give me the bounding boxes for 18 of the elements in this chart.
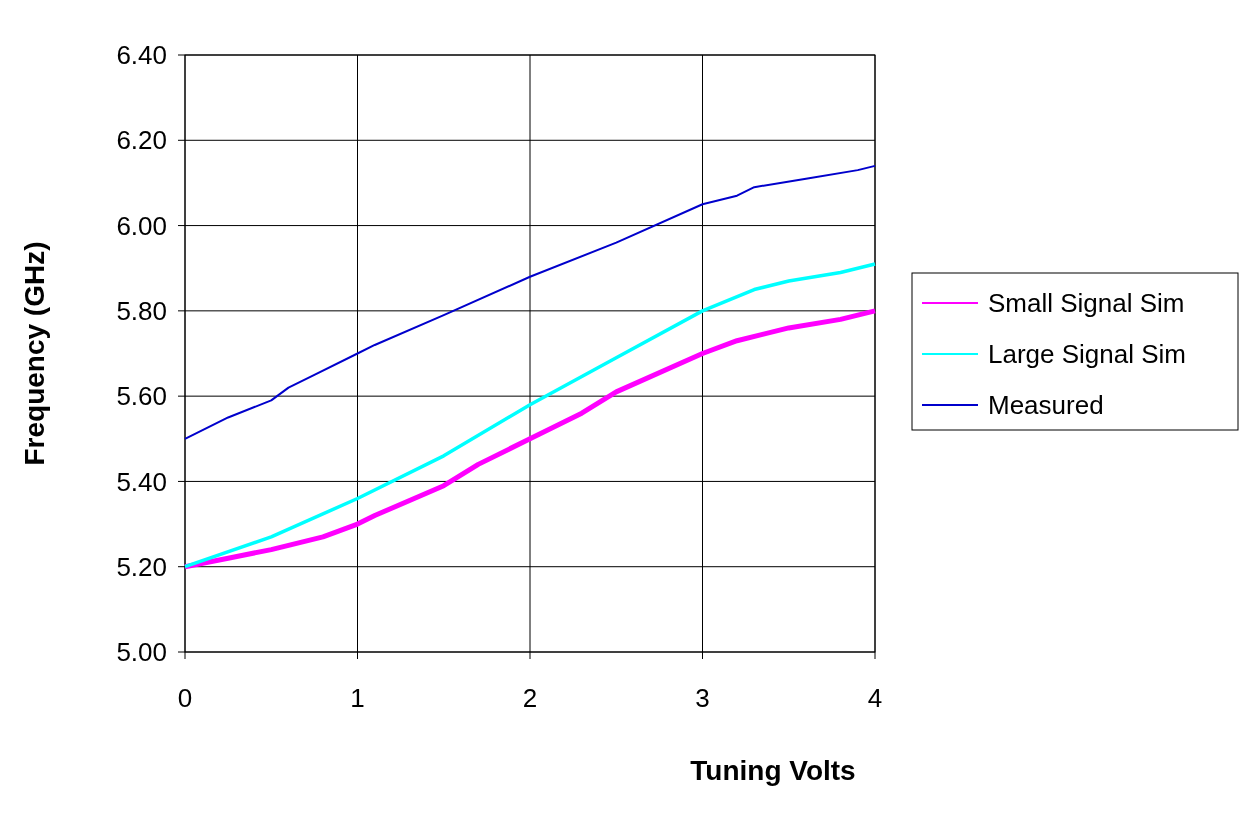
y-tick-label: 6.20 — [116, 125, 167, 156]
x-tick-label: 3 — [695, 683, 710, 713]
y-tick-label: 5.80 — [116, 295, 167, 326]
y-axis-title: Frequency (GHz) — [19, 241, 50, 466]
y-tick-label: 5.20 — [116, 551, 167, 582]
y-tick-label: 6.00 — [116, 210, 167, 241]
x-tick-label: 0 — [177, 683, 193, 713]
legend-label: Small Signal Sim — [988, 288, 1185, 319]
x-tick-label: 2 — [522, 683, 538, 713]
y-tick-label: 5.00 — [116, 637, 167, 668]
y-tick-label: 5.60 — [116, 381, 167, 412]
x-axis-title: Tuning Volts — [690, 755, 856, 786]
legend-label: Large Signal Sim — [988, 339, 1186, 370]
y-tick-label: 5.40 — [116, 466, 167, 497]
x-tick-label: 1 — [350, 683, 365, 713]
x-tick-label: 4 — [867, 683, 883, 713]
legend-label: Measured — [988, 390, 1104, 421]
y-tick-label: 6.40 — [116, 40, 167, 71]
